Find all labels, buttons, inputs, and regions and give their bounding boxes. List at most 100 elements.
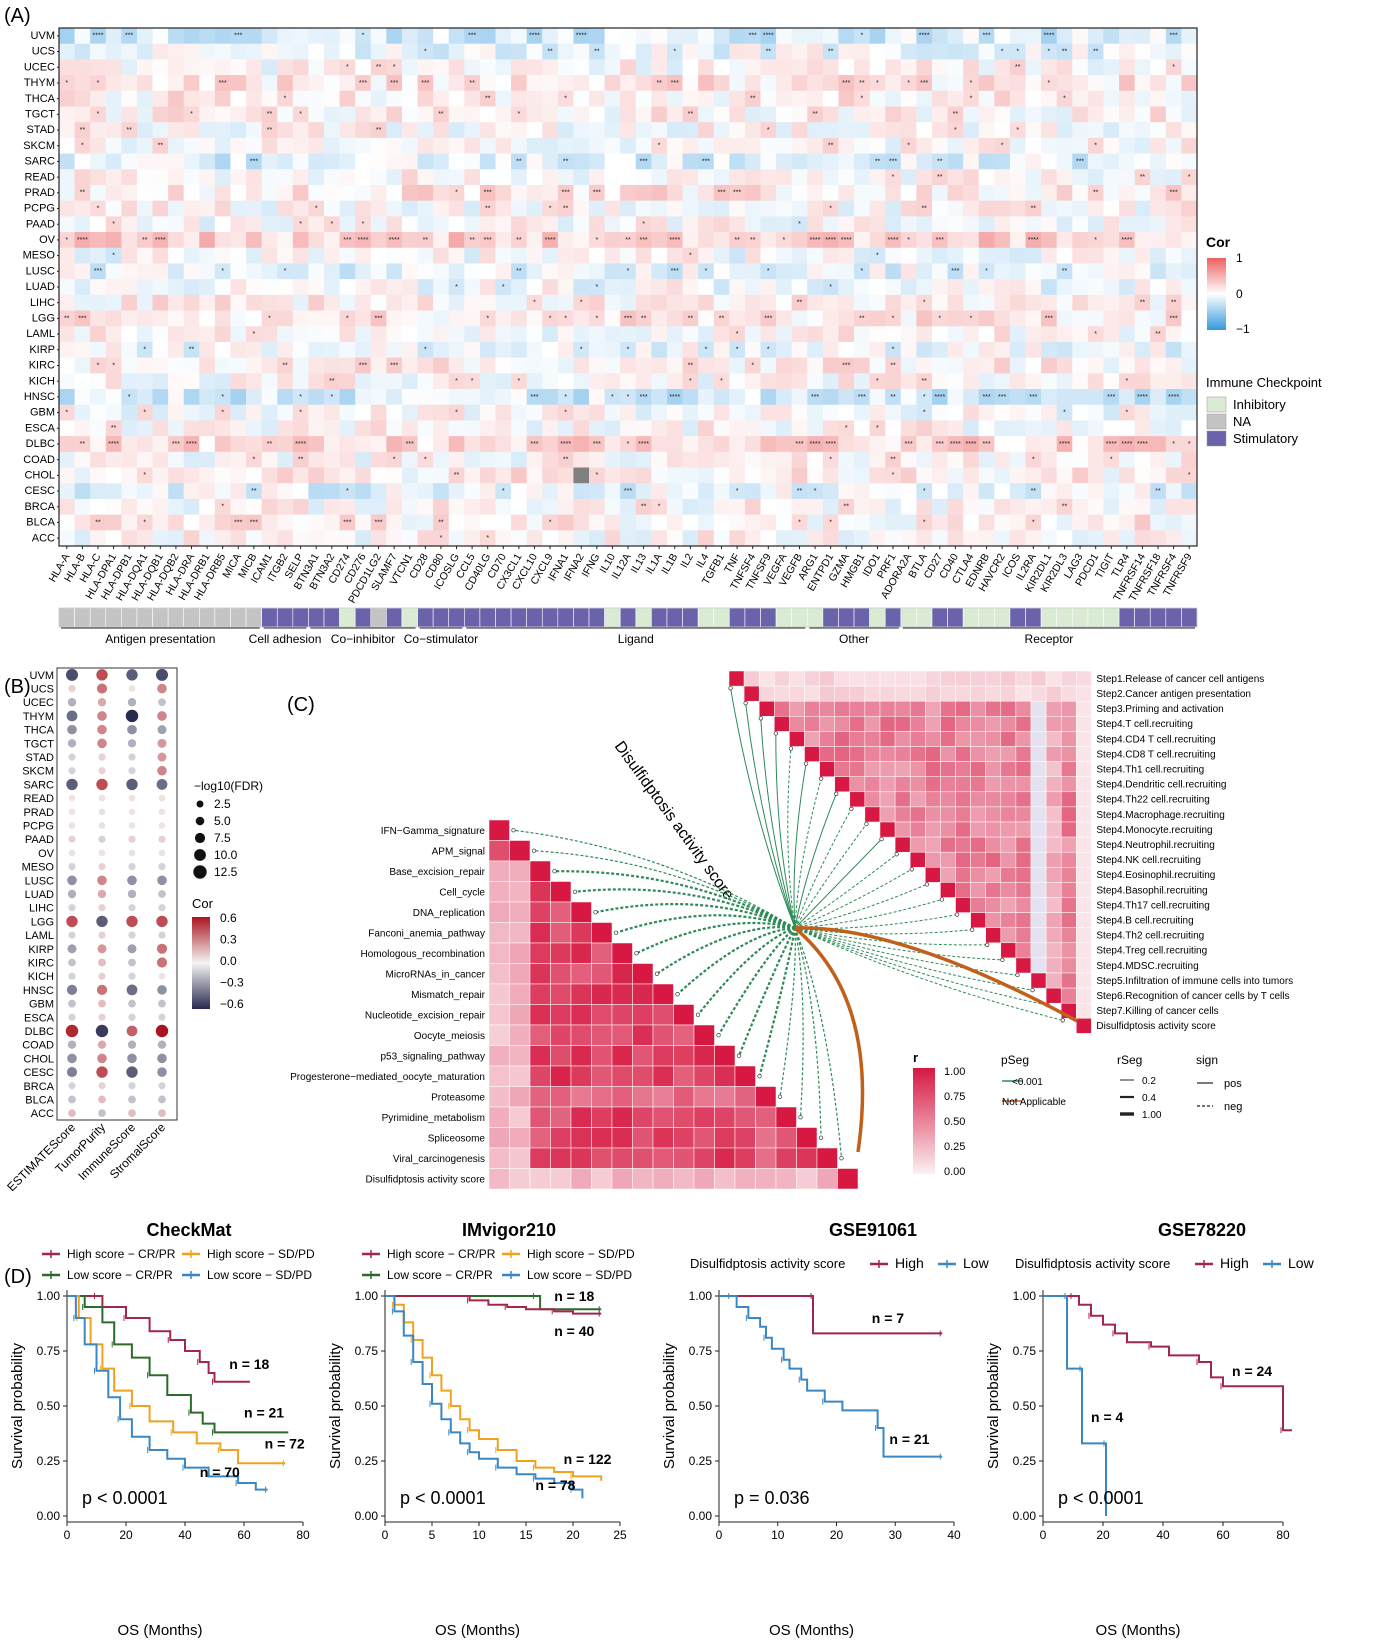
- heatmap-cell: [136, 310, 153, 327]
- step-cell: [970, 776, 986, 793]
- significance-mark: ***: [125, 33, 133, 40]
- heatmap-cell: [1181, 530, 1198, 547]
- significance-mark: ***: [390, 80, 398, 87]
- heatmap-cell: [355, 106, 372, 123]
- step-cell: [909, 776, 926, 793]
- significance-mark: *: [907, 143, 910, 150]
- significance-mark: ***: [1170, 315, 1178, 322]
- heatmap-cell: [557, 263, 574, 280]
- heatmap-cell: [152, 263, 169, 280]
- dot: [98, 808, 106, 816]
- heatmap-cell: [370, 514, 387, 531]
- step-cell: [789, 685, 805, 702]
- heatmap-cell: [1041, 451, 1057, 468]
- heatmap-cell: [355, 467, 372, 484]
- heatmap-cell: [1150, 404, 1167, 421]
- heatmap-cell: [105, 184, 122, 201]
- heatmap-cell: [355, 420, 372, 437]
- step-cell: [1076, 836, 1092, 853]
- heatmap-cell: [900, 184, 917, 201]
- heatmap-cell: [1056, 467, 1073, 484]
- heatmap-cell: [526, 279, 543, 296]
- row-label: LGG: [31, 916, 54, 928]
- heatmap-cell: [698, 404, 715, 421]
- step-cell: [1076, 731, 1092, 747]
- heatmap-cell: [713, 467, 730, 484]
- row-label: BRCA: [24, 501, 55, 513]
- row-label: THYM: [24, 77, 55, 89]
- step-cell: [925, 867, 941, 883]
- significance-mark: *: [642, 221, 645, 228]
- heatmap-cell: [713, 373, 730, 390]
- heatmap-cell: [760, 420, 777, 437]
- heatmap-cell: [370, 59, 387, 76]
- heatmap-cell: [464, 200, 481, 217]
- heatmap-cell: [479, 467, 496, 484]
- heatmap-cell: [448, 467, 465, 484]
- heatmap-cell: [261, 530, 278, 547]
- step-cell: [879, 670, 896, 687]
- heatmap-cell: [292, 514, 309, 531]
- step-cell: [985, 806, 1002, 823]
- checkpoint-cell: [89, 607, 107, 628]
- row-label: KIRC: [28, 957, 54, 969]
- checkpoint-cell: [900, 607, 917, 628]
- heatmap-cell: [168, 279, 185, 296]
- x-tick-label: 0: [716, 1528, 723, 1542]
- heatmap-cell: [744, 436, 761, 453]
- heatmap-cell: [1056, 357, 1073, 374]
- heatmap-cell: [604, 106, 621, 123]
- step-cell: [955, 670, 971, 687]
- step-cell: [1030, 806, 1047, 823]
- heatmap-cell: [1134, 90, 1151, 107]
- heatmap-cell: [931, 341, 948, 358]
- heatmap-cell: [59, 404, 75, 421]
- step-cell: [1015, 957, 1032, 974]
- heatmap-cell: [1041, 436, 1057, 453]
- significance-mark: **: [1155, 331, 1161, 338]
- heatmap-cell: [230, 59, 247, 76]
- heatmap-cell: [511, 90, 527, 107]
- heatmap-cell: [324, 153, 340, 170]
- heatmap-cell: [1150, 232, 1167, 249]
- heatmap-cell: [682, 263, 699, 280]
- heatmap-cell: [479, 294, 496, 311]
- dot: [68, 767, 76, 775]
- step-label: Step1.Release of cancer cell antigens: [1096, 674, 1264, 685]
- heatmap-cell: [308, 373, 325, 390]
- dot: [127, 698, 137, 707]
- pathway-cell: [755, 1086, 777, 1108]
- significance-mark: *: [1001, 143, 1004, 150]
- heatmap-cell: [1025, 184, 1042, 201]
- heatmap-cell: [729, 106, 746, 123]
- heatmap-cell: [542, 341, 559, 358]
- heatmap-cell: [682, 216, 699, 233]
- heatmap-cell: [261, 451, 278, 468]
- heatmap-cell: [620, 389, 637, 406]
- heatmap-cell: [947, 310, 964, 327]
- step-label: Step4.Macrophage.recruiting: [1096, 810, 1224, 821]
- heatmap-cell: [1009, 106, 1026, 123]
- heatmap-cell: [105, 404, 122, 421]
- heatmap-cell: [1087, 389, 1104, 406]
- heatmap-cell: [199, 326, 216, 343]
- dot: [98, 794, 106, 802]
- significance-mark: *: [970, 80, 973, 87]
- km-curve: [719, 1295, 943, 1458]
- pathway-link: [533, 850, 796, 929]
- pathway-cell: [632, 1086, 654, 1108]
- heatmap-cell: [854, 326, 870, 343]
- heatmap-cell: [121, 75, 138, 92]
- significance-mark: **: [158, 143, 164, 150]
- pathway-cell: [488, 1065, 510, 1087]
- heatmap-cell: [479, 216, 496, 233]
- checkpoint-cell: [713, 607, 730, 628]
- checkpoint-cell: [152, 607, 169, 628]
- heatmap-cell: [339, 59, 356, 76]
- step-label: Step4.Th1 cell.recruiting: [1096, 764, 1204, 775]
- heatmap-cell: [324, 59, 340, 76]
- heatmap-cell: [277, 75, 294, 92]
- heatmap-cell: [776, 106, 792, 123]
- heatmap-cell: [1134, 263, 1151, 280]
- checkpoint-cell: [853, 607, 870, 628]
